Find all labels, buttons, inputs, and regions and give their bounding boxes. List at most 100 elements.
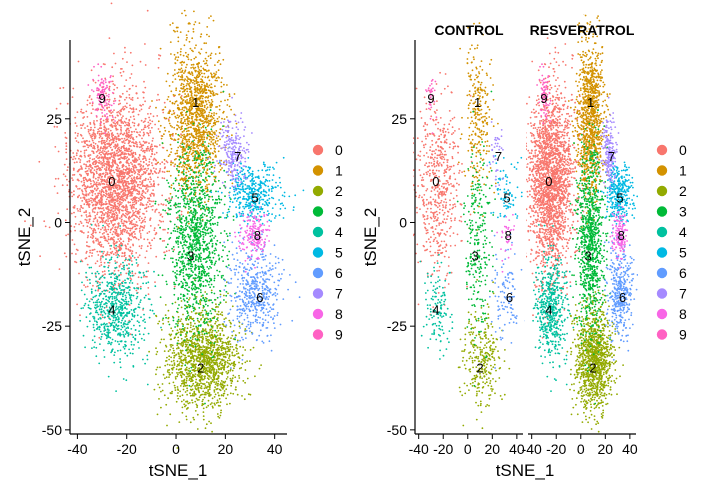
- cell-point: [157, 322, 160, 325]
- cell-point: [101, 166, 104, 169]
- cell-point: [143, 151, 146, 154]
- cell-point: [123, 156, 126, 159]
- cell-point: [99, 173, 102, 176]
- cell-point: [103, 139, 106, 142]
- cell-point: [217, 415, 220, 418]
- cell-point: [164, 377, 166, 380]
- cell-point: [162, 322, 165, 325]
- cell-point: [217, 371, 220, 374]
- cell-point: [82, 145, 85, 148]
- cell-point: [193, 128, 196, 131]
- cell-point: [202, 122, 205, 124]
- cell-point: [144, 179, 147, 182]
- cell-point: [194, 21, 197, 23]
- cell-point: [144, 256, 147, 259]
- cell-point: [131, 131, 133, 133]
- cell-point: [177, 352, 180, 354]
- cell-point: [99, 149, 101, 152]
- cell-point: [104, 222, 106, 224]
- cell-point: [189, 421, 192, 424]
- cell-point: [101, 233, 104, 235]
- cell-point: [168, 130, 170, 133]
- cell-point: [133, 214, 136, 217]
- cell-point: [100, 140, 103, 143]
- cell-point: [125, 257, 127, 259]
- cell-point: [210, 422, 212, 425]
- cell-point: [205, 62, 208, 65]
- cell-point: [127, 232, 130, 235]
- cell-point: [226, 98, 229, 101]
- cell-point: [112, 134, 115, 137]
- cell-point: [131, 182, 134, 185]
- cell-point: [241, 362, 244, 365]
- cell-point: [118, 245, 121, 248]
- cell-point: [103, 270, 106, 273]
- cell-point: [124, 193, 126, 195]
- cell-point: [99, 207, 102, 210]
- cell-point: [116, 261, 118, 264]
- cell-point: [182, 353, 185, 356]
- cell-point: [218, 116, 221, 118]
- cell-point: [102, 150, 104, 152]
- cell-point: [86, 236, 89, 239]
- cell-point: [140, 217, 143, 220]
- cell-point: [76, 149, 79, 152]
- cell-point: [192, 416, 195, 419]
- cell-point: [158, 98, 161, 101]
- cell-point: [89, 226, 91, 229]
- cell-point: [86, 180, 89, 183]
- cell-point: [104, 176, 106, 178]
- cell-point: [90, 197, 92, 200]
- cell-point: [198, 113, 200, 116]
- cell-point: [128, 174, 131, 177]
- cell-point: [102, 157, 105, 160]
- cell-point: [100, 127, 103, 130]
- cell-point: [178, 68, 180, 71]
- cell-point: [89, 102, 91, 105]
- cell-point: [114, 144, 117, 147]
- cell-point: [125, 132, 128, 135]
- cell-point: [162, 108, 165, 111]
- cell-point: [97, 183, 100, 186]
- cell-point: [147, 167, 150, 170]
- cell-point: [114, 178, 117, 181]
- cell-point: [99, 281, 101, 284]
- cell-point: [118, 177, 120, 179]
- cell-point: [102, 152, 104, 154]
- cell-point: [101, 132, 103, 135]
- cell-point: [88, 255, 91, 258]
- cell-point: [149, 176, 152, 179]
- cell-point: [120, 146, 123, 149]
- cell-point: [128, 164, 131, 167]
- cell-point: [128, 119, 131, 122]
- cell-point: [215, 71, 218, 73]
- cell-point: [118, 243, 121, 246]
- cell-point: [139, 131, 142, 133]
- cell-point: [94, 81, 97, 84]
- cell-point: [181, 74, 184, 77]
- cell-point: [112, 137, 114, 140]
- cell-point: [179, 31, 182, 33]
- cell-point: [116, 114, 119, 117]
- cell-point: [126, 187, 129, 190]
- cell-point: [110, 2, 113, 5]
- cell-point: [160, 220, 163, 223]
- cell-point: [205, 117, 208, 120]
- cell-point: [214, 53, 217, 55]
- cell-point: [188, 140, 191, 143]
- cell-point: [160, 137, 163, 140]
- cell-point: [129, 154, 132, 156]
- cell-point: [203, 111, 206, 114]
- cell-point: [181, 153, 184, 156]
- cell-point: [195, 137, 198, 140]
- cell-point: [203, 42, 206, 45]
- cell-point: [187, 339, 190, 342]
- cell-point: [105, 192, 107, 195]
- cell-point: [233, 367, 235, 370]
- cell-point: [43, 220, 46, 223]
- cell-point: [148, 199, 151, 202]
- cell-point: [64, 132, 67, 134]
- cell-point: [99, 169, 101, 172]
- cell-point: [106, 160, 108, 163]
- cell-point: [98, 250, 101, 253]
